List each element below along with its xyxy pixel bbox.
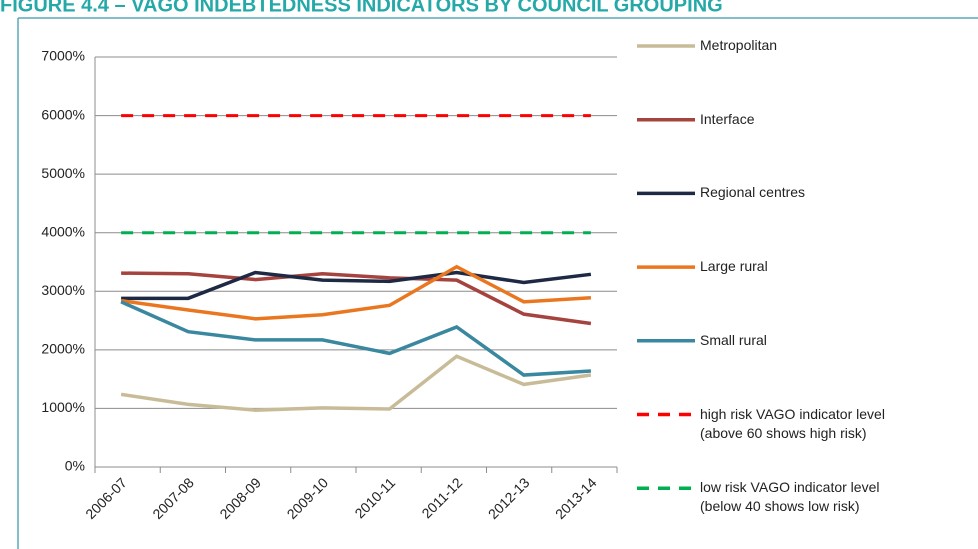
- legend-label: Regional centres: [700, 184, 806, 201]
- legend-label: low risk VAGO indicator level (below 40 …: [700, 479, 880, 515]
- y-tick-label: 7000%: [41, 48, 85, 64]
- x-tick-label: 2013-14: [552, 474, 600, 522]
- y-tick-label: 5000%: [41, 165, 85, 181]
- legend-label: Metropolitan: [700, 37, 778, 53]
- series-line: [120, 300, 592, 377]
- y-tick-label: 4000%: [41, 223, 85, 239]
- y-tick-label: 3000%: [41, 282, 85, 298]
- series-line: [120, 264, 592, 321]
- chart-title: FIGURE 4.4 – VAGO INDEBTEDNESS INDICATOR…: [0, 0, 723, 16]
- x-tick-label: 2008-09: [216, 474, 264, 522]
- y-tick-label: 2000%: [41, 341, 85, 357]
- y-tick-label: 1000%: [41, 399, 85, 415]
- x-tick-label: 2010-11: [351, 474, 398, 521]
- legend-label: Small rural: [700, 331, 767, 348]
- series-line: [120, 354, 592, 412]
- x-tick-label: 2006-07: [82, 474, 130, 522]
- y-tick-label: 6000%: [41, 106, 85, 122]
- legend-label: Interface: [700, 110, 755, 127]
- legend-label: high risk VAGO indicator level (above 60…: [700, 405, 885, 441]
- legend-label: Large rural: [700, 258, 768, 275]
- x-tick-label: 2007-08: [149, 474, 197, 522]
- y-tick-label: 0%: [65, 458, 85, 474]
- series-line: [121, 271, 592, 326]
- x-tick-label: 2012-13: [485, 474, 533, 522]
- series-line: [121, 270, 592, 301]
- x-tick-label: 2011-12: [418, 474, 465, 521]
- x-tick-label: 2009-10: [284, 474, 332, 522]
